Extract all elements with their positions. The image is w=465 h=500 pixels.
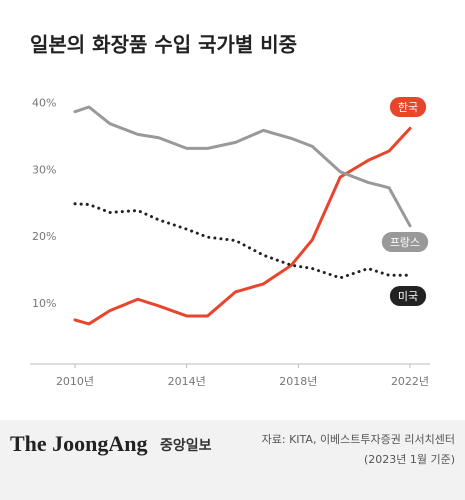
- legend-label: 프랑스: [390, 236, 420, 249]
- y-tick-label: 40%: [32, 97, 56, 110]
- y-tick-label: 10%: [32, 297, 56, 310]
- note: (2023년 1월 기준): [364, 453, 455, 466]
- x-tick-label: 2018년: [279, 375, 317, 388]
- legend-pill: [389, 97, 427, 117]
- footer-background: [0, 420, 465, 500]
- brand-korean: 중앙일보: [160, 437, 212, 454]
- legend-label: 미국: [398, 290, 418, 303]
- x-tick-label: 2010년: [56, 375, 94, 388]
- series-line: [73, 126, 412, 326]
- y-tick-label: 30%: [32, 163, 56, 176]
- legend-pill: [389, 286, 427, 306]
- series-line: [73, 105, 412, 228]
- legend-label: 한국: [398, 101, 418, 114]
- y-tick-label: 20%: [32, 230, 56, 243]
- x-tick-label: 2014년: [168, 375, 206, 388]
- brand: The JoongAng: [10, 431, 148, 456]
- chart-title: 일본의 화장품 수입 국가별 비중: [30, 33, 297, 57]
- x-tick-label: 2022년: [391, 375, 429, 388]
- legend-pill: [381, 232, 429, 252]
- series-line: [73, 202, 412, 280]
- source: 자료: KITA, 이베스트투자증권 리서치센터: [262, 433, 455, 446]
